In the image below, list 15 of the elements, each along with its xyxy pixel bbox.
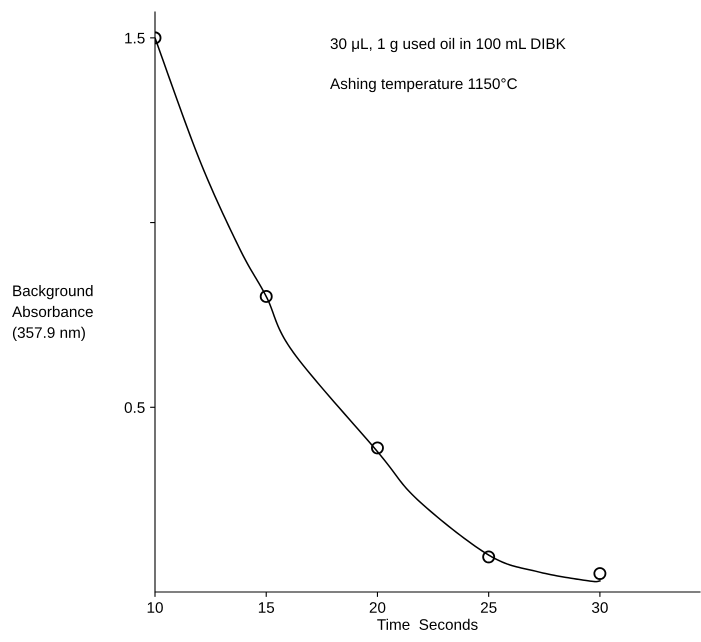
x-tick-label: 10 — [148, 602, 163, 613]
y-tick-label: 0.5 — [124, 402, 145, 413]
point — [482, 550, 496, 564]
point — [260, 290, 273, 303]
point — [593, 567, 606, 580]
point — [370, 441, 384, 454]
y-axis-title: Background Absorbance (357.9 nm) — [12, 285, 93, 342]
y-tick-label: 1.5 — [125, 32, 145, 44]
x-tick-label: 20 — [370, 602, 386, 613]
x-tick-label: 30 — [592, 602, 608, 613]
annotation: Ashing temperature 1150°C — [330, 78, 517, 92]
x-tick-label: 25 — [480, 602, 497, 613]
x-axis-title: Time Seconds — [377, 618, 478, 630]
annotation: 30 μL, 1 g used oil in 100 mL DIBK — [330, 38, 566, 52]
x-tick-label: 15 — [258, 602, 274, 613]
